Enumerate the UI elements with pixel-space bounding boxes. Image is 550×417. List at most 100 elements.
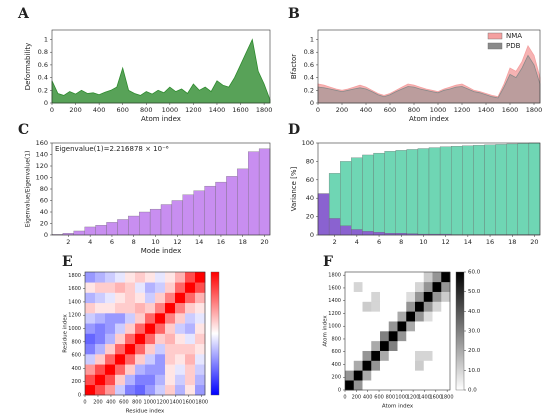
x-tick-label: 6 <box>377 238 381 246</box>
heat-cell <box>125 323 136 334</box>
heat-cell <box>85 343 96 355</box>
heat-cell <box>406 340 416 351</box>
legend-label: NMA <box>506 32 522 40</box>
y-tick-label: 200 <box>71 379 81 385</box>
bar <box>384 151 396 236</box>
x-tick-label: 200 <box>93 400 103 406</box>
heat-cell <box>155 354 166 365</box>
x-tick-label: 600 <box>384 106 396 114</box>
heat-cell <box>105 292 116 304</box>
y-tick-label: 0 <box>338 388 341 394</box>
heat-cell <box>362 281 372 292</box>
heat-cell <box>135 343 146 355</box>
x-tick-label: 0 <box>316 106 320 114</box>
heat-cell <box>185 323 196 334</box>
heat-cell <box>175 302 186 314</box>
bar <box>373 232 385 236</box>
bar <box>451 146 463 236</box>
bar <box>484 144 496 236</box>
x-tick-label: 400 <box>106 400 116 406</box>
heat-cell <box>125 374 136 386</box>
heat-cell <box>185 343 196 355</box>
x-tick-label: 10 <box>419 238 427 246</box>
heat-cell <box>441 301 451 312</box>
y-axis-label: Eigenvalue/Eigenvalue(1) <box>25 151 32 228</box>
x-tick-label: 0 <box>50 106 54 114</box>
heat-cell <box>125 302 136 314</box>
panel-letter: A <box>17 6 30 22</box>
heat-cell <box>115 354 126 365</box>
heat-cell <box>406 350 416 361</box>
y-axis-label: Bfactor <box>290 54 298 79</box>
heat-cell <box>85 374 96 386</box>
heat-cell <box>95 282 106 293</box>
heat-cell <box>432 311 442 322</box>
heat-cell <box>423 291 433 302</box>
colorbar-label: 30.0 <box>468 329 481 335</box>
bar <box>317 193 330 236</box>
heat-cell <box>115 323 126 334</box>
x-tick-label: 12 <box>442 238 450 246</box>
y-tick-label: 100 <box>36 174 48 182</box>
heat-cell <box>380 340 390 351</box>
heat-cell <box>155 302 166 314</box>
annotation: Eigenvalue(1)=2.216878 × 10⁻⁶ <box>55 145 169 153</box>
heat-cell <box>105 313 116 324</box>
x-tick-label: 1800 <box>526 106 543 114</box>
heat-cell <box>125 272 136 283</box>
heat-cell <box>432 380 442 391</box>
heat-cell <box>353 340 363 351</box>
heat-cell <box>155 374 166 386</box>
heat-cell <box>155 343 166 355</box>
heat-cell <box>423 301 433 312</box>
bar <box>171 200 183 236</box>
heat-cell <box>406 301 416 312</box>
x-tick-label: 200 <box>336 106 348 114</box>
heat-cell <box>423 370 433 381</box>
heat-cell <box>423 340 433 351</box>
x-tick-label: 800 <box>386 395 396 401</box>
heat-cell <box>165 313 176 324</box>
heat-cell <box>371 370 381 381</box>
y-tick-label: 80 <box>306 157 314 165</box>
bar <box>506 143 518 236</box>
heat-cell <box>165 374 176 386</box>
heat-cell <box>105 333 116 345</box>
panel-letter: F <box>323 254 333 270</box>
heat-cell <box>415 360 425 371</box>
heat-cell <box>362 321 372 332</box>
bar <box>204 185 216 236</box>
heat-cell <box>195 354 206 365</box>
heat-cell <box>415 331 425 342</box>
y-tick-label: 1200 <box>328 311 341 317</box>
y-axis-label: Deformability <box>24 43 32 90</box>
bar <box>139 211 151 236</box>
x-tick-label: 1200 <box>454 106 471 114</box>
heat-cell <box>175 354 186 365</box>
x-tick-label: 4 <box>355 238 359 246</box>
heat-cell <box>185 374 196 386</box>
colorbar-label: 40.0 <box>468 309 481 315</box>
heat-cell <box>406 321 416 332</box>
bar <box>128 215 140 236</box>
bar <box>84 226 96 236</box>
heat-cell <box>432 350 442 361</box>
x-tick-label: 1000 <box>143 400 156 406</box>
bar <box>160 204 173 236</box>
heat-cell <box>95 302 106 314</box>
x-tick-label: 1800 <box>256 106 273 114</box>
heat-cell <box>165 302 176 314</box>
heat-cell <box>125 333 136 345</box>
heat-cell <box>165 333 176 345</box>
heat-cell <box>345 331 355 342</box>
heat-cell <box>397 340 407 351</box>
heat-cell <box>185 333 196 345</box>
heat-cell <box>175 272 186 283</box>
plot-frame <box>84 271 206 396</box>
heat-cell <box>397 370 407 381</box>
bar <box>248 151 260 236</box>
heat-cell <box>353 272 363 283</box>
heat-cell <box>175 364 186 375</box>
heat-cell <box>105 323 116 334</box>
y-tick-label: 1600 <box>68 286 81 292</box>
